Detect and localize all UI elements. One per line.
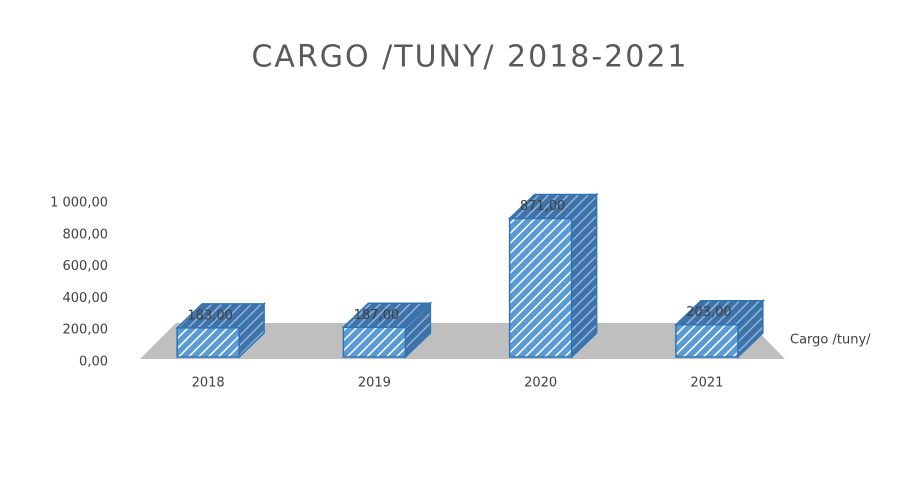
y-tick-label: 0,00 [79,355,108,370]
x-tick-label: 2018 [192,376,225,391]
y-tick-label: 200,00 [63,323,109,338]
bar-side [570,192,598,359]
x-tick-label: 2020 [524,376,557,391]
bar [507,192,599,359]
y-tick-label: 600,00 [63,259,109,274]
floor [140,323,785,359]
bar-front [342,326,407,358]
bar-front [508,217,573,358]
legend-label: Cargo /tuny/ [790,333,871,348]
bar [341,301,433,359]
bar [674,298,765,359]
chart-title: CARGO /TUNY/ 2018-2021 [251,40,688,75]
bar-front [176,327,240,358]
x-tick-label: 2019 [358,376,391,391]
bar [175,302,266,359]
value-label: 187,00 [354,308,400,323]
y-tick-label: 800,00 [63,227,109,242]
value-label: 871,00 [520,199,566,214]
value-label: 203,00 [686,305,732,320]
y-tick-label: 1 000,00 [50,196,108,211]
y-tick-label: 400,00 [63,291,109,306]
bar-front [675,323,739,358]
x-tick-label: 2021 [690,376,723,391]
value-label: 183,00 [187,308,233,323]
